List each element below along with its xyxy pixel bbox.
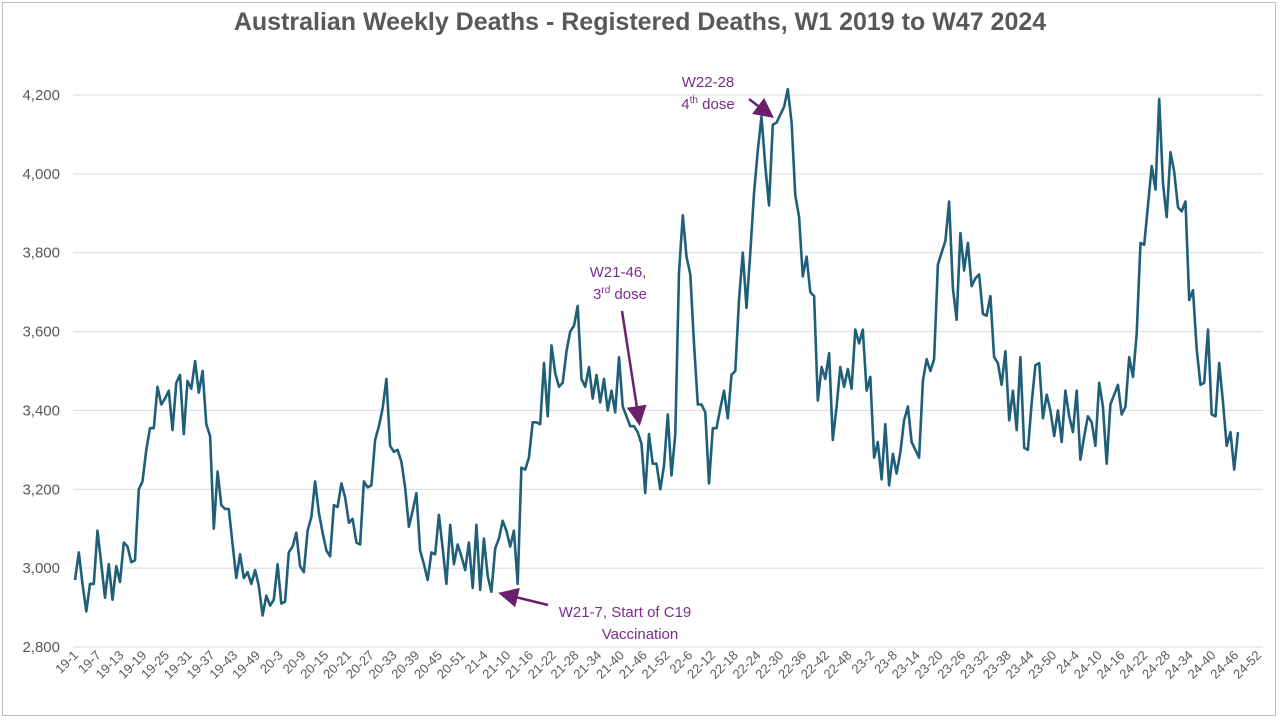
y-tick-label: 3,400	[22, 402, 60, 419]
x-axis: 19-119-719-1319-1919-2519-3119-3719-4319…	[52, 648, 1264, 682]
annotation-third-dose-num: 3	[593, 286, 601, 303]
annotation-fourth-dose-num: 4	[681, 96, 689, 113]
annotation-third-dose-line2: 3rd dose	[593, 285, 647, 303]
annotation-third-dose-arrow	[620, 310, 647, 426]
y-tick-label: 4,000	[22, 166, 60, 183]
y-tick-label: 2,800	[22, 639, 60, 656]
gridlines	[73, 94, 1263, 648]
y-tick-label: 3,200	[22, 481, 60, 498]
annotation-vaccination-line2: Vaccination	[602, 626, 678, 643]
y-tick-label: 3,800	[22, 245, 60, 262]
y-tick-label: 4,200	[22, 87, 60, 104]
annotation-third-dose-sup: rd	[601, 285, 610, 296]
y-axis: 2,800 3,000 3,200 3,400 3,600 3,800 4,000 4,200	[22, 87, 60, 656]
series-group	[73, 87, 1240, 617]
y-tick-label: 3,000	[22, 560, 60, 577]
annotation-fourth-dose-sup: th	[690, 95, 698, 106]
x-tick-label: 20-3	[257, 648, 286, 677]
chart-title: Australian Weekly Deaths - Registered De…	[233, 8, 1047, 36]
x-tick-label: 23-2	[848, 648, 877, 677]
annotation-third-dose-rest: dose	[610, 286, 647, 303]
annotation-vaccination-arrow	[498, 587, 549, 608]
annotation-fourth-dose-rest: dose	[698, 96, 735, 113]
annotation-fourth-dose-line1: W22-28	[682, 74, 735, 91]
annotation-fourth-dose-arrow	[748, 97, 774, 119]
series-line-weekly-deaths	[73, 87, 1240, 617]
y-tick-label: 3,600	[22, 324, 60, 341]
annotations: W21-7, Start of C19 Vaccination W21-46, …	[498, 74, 774, 643]
annotation-third-dose-line1: W21-46,	[590, 264, 647, 281]
annotation-fourth-dose-line2: 4th dose	[681, 95, 734, 113]
annotation-vaccination-line1: W21-7, Start of C19	[559, 604, 692, 621]
